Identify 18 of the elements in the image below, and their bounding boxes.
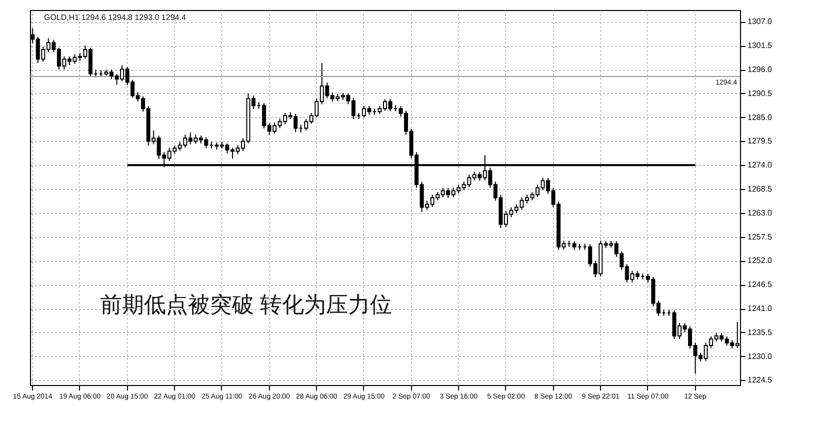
y-tick-label: 1274.0 bbox=[748, 160, 773, 170]
y-tick-label: 1241.0 bbox=[748, 304, 773, 314]
y-tick-label: 1263.0 bbox=[748, 208, 773, 218]
y-tick-label: 1290.5 bbox=[748, 88, 773, 98]
y-tick-label: 1235.5 bbox=[748, 328, 773, 337]
y-tick-label: 1307.0 bbox=[748, 17, 773, 26]
y-tick-label: 1285.0 bbox=[748, 112, 773, 122]
y-tick-label: 1296.0 bbox=[748, 65, 773, 74]
y-tick-label: 1252.0 bbox=[748, 256, 773, 266]
y-tick-label: 1246.5 bbox=[748, 280, 773, 290]
annotation: 前期低点被突破 转化为压力位 bbox=[100, 292, 392, 317]
y-tick-label: 1279.5 bbox=[748, 136, 773, 146]
y-tick-label: 1268.5 bbox=[748, 184, 773, 194]
y-tick-label: 1301.5 bbox=[748, 41, 773, 50]
y-tick-label: 1224.5 bbox=[748, 376, 773, 385]
y-tick-label: 1230.0 bbox=[748, 352, 773, 361]
annotation: GOLD,H1 1294.6 1294.8 1293.0 1294.4 bbox=[44, 13, 186, 22]
y-tick-label: 1257.5 bbox=[748, 232, 773, 242]
